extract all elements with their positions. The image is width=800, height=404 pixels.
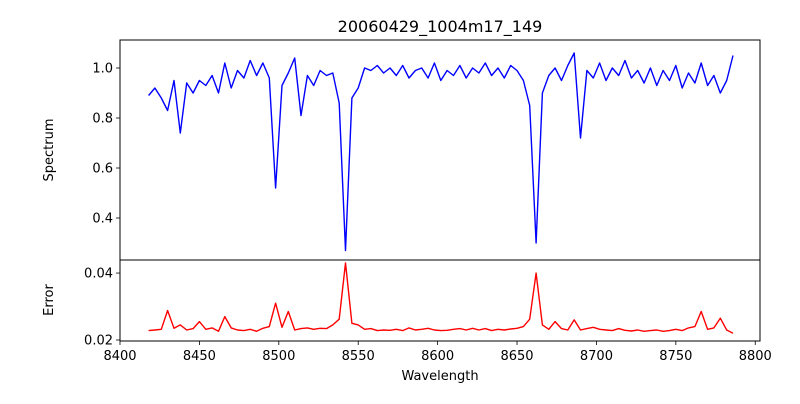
x-tick-label: 8650 bbox=[500, 349, 533, 364]
error-y-tick-label: 0.04 bbox=[84, 267, 113, 282]
y-axis-label-error: Error bbox=[42, 284, 57, 316]
x-tick-label: 8800 bbox=[739, 349, 772, 364]
x-tick-label: 8750 bbox=[659, 349, 692, 364]
x-tick-label: 8500 bbox=[262, 349, 295, 364]
error-y-tick-label: 0.02 bbox=[84, 333, 113, 348]
error-series-line bbox=[148, 262, 734, 334]
y-axis-label-spectrum: Spectrum bbox=[42, 119, 57, 182]
error-axes-frame bbox=[119, 259, 761, 342]
spectrum-y-tick-label: 0.4 bbox=[92, 212, 113, 227]
x-tick-label: 8400 bbox=[103, 349, 136, 364]
spectrum-y-tick-label: 0.6 bbox=[92, 162, 113, 177]
x-tick-label: 8450 bbox=[183, 349, 216, 364]
x-tick-label: 8600 bbox=[421, 349, 454, 364]
x-axis-label: Wavelength bbox=[401, 369, 478, 384]
spectrum-series-line bbox=[148, 52, 734, 252]
x-tick-label: 8700 bbox=[580, 349, 613, 364]
spectrum-y-tick-label: 1.0 bbox=[92, 62, 113, 77]
chart-title: 20060429_1004m17_149 bbox=[338, 17, 543, 37]
spectrum-y-tick-label: 0.8 bbox=[92, 112, 113, 127]
x-tick-label: 8550 bbox=[342, 349, 375, 364]
